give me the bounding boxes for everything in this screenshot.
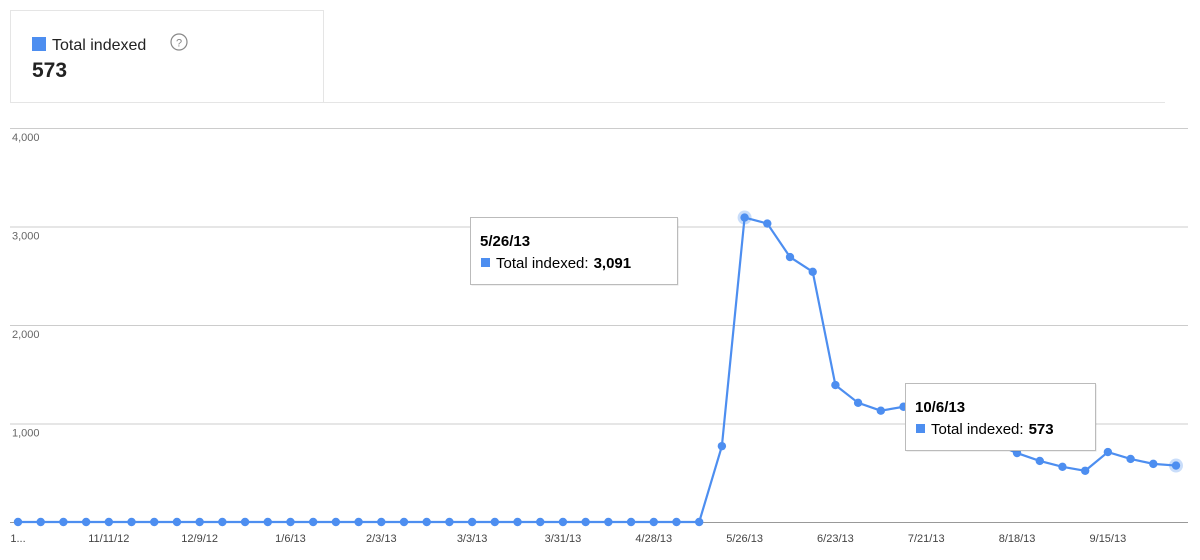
x-tick-label: 1/6/13 xyxy=(275,533,306,545)
data-point xyxy=(1103,447,1113,457)
data-point xyxy=(195,517,204,527)
data-point xyxy=(763,219,772,228)
data-point xyxy=(831,380,840,390)
tooltip: 5/26/13 Total indexed: 3,091 xyxy=(470,217,679,286)
tooltip-box xyxy=(470,217,678,285)
tooltip-label: Total indexed: xyxy=(931,421,1024,438)
data-point xyxy=(1058,462,1067,472)
data-point xyxy=(399,517,409,527)
legend-label: Total indexed xyxy=(52,37,146,54)
y-tick-label: 4,000 xyxy=(12,132,40,144)
data-point xyxy=(331,517,341,527)
data-point xyxy=(740,213,749,222)
data-point xyxy=(377,517,386,527)
summary-value: 573 xyxy=(32,59,67,82)
x-tick-label: 5/26/13 xyxy=(726,533,763,545)
tooltip-swatch xyxy=(916,424,925,433)
data-point xyxy=(422,517,431,527)
tooltip-value: 3,091 xyxy=(594,255,632,272)
x-tick-label: 12/9/12 xyxy=(181,533,218,545)
data-point xyxy=(127,517,136,527)
data-point xyxy=(263,517,272,527)
y-tick-label: 2,000 xyxy=(12,329,40,341)
x-tick-label: 1... xyxy=(10,533,25,545)
data-point xyxy=(853,398,863,408)
data-point xyxy=(1149,459,1158,469)
x-tick-label: 2/3/13 xyxy=(366,533,397,545)
data-point xyxy=(13,517,23,527)
data-point xyxy=(785,252,795,262)
x-tick-label: 7/21/13 xyxy=(908,533,945,545)
data-point xyxy=(513,517,522,527)
data-point xyxy=(354,517,363,527)
data-point xyxy=(172,517,182,527)
tooltip-date: 10/6/13 xyxy=(915,399,965,416)
data-point xyxy=(694,517,704,527)
data-point xyxy=(445,517,454,527)
x-tick-label: 8/18/13 xyxy=(999,533,1036,545)
data-point xyxy=(604,517,613,527)
tooltip-swatch xyxy=(481,258,490,267)
summary-box xyxy=(10,10,324,103)
data-point xyxy=(36,517,45,527)
data-point xyxy=(1126,454,1135,464)
data-point xyxy=(717,441,727,451)
tooltip-label: Total indexed: xyxy=(496,255,589,272)
x-tick-label: 4/28/13 xyxy=(635,533,672,545)
x-tick-label: 9/15/13 xyxy=(1090,533,1127,545)
svg-text:?: ? xyxy=(176,38,182,50)
data-point xyxy=(1080,466,1090,475)
tooltip-line: Total indexed: 3,091 xyxy=(496,255,631,272)
data-point xyxy=(672,517,681,527)
tooltip-box xyxy=(905,383,1096,451)
data-point xyxy=(581,517,590,527)
y-tick-label: 3,000 xyxy=(12,231,40,243)
help-icon[interactable]: ? xyxy=(170,33,188,51)
data-point xyxy=(104,517,114,527)
tooltip: 10/6/13 Total indexed: 573 xyxy=(905,383,1097,452)
data-point xyxy=(808,267,817,277)
tooltip-value: 573 xyxy=(1029,421,1054,438)
data-point xyxy=(286,517,295,527)
data-point xyxy=(218,517,227,527)
data-point xyxy=(1171,461,1181,470)
data-point xyxy=(649,517,658,527)
data-point xyxy=(490,517,500,527)
tooltip-line: Total indexed: 573 xyxy=(931,421,1054,438)
data-point xyxy=(150,517,159,527)
data-point xyxy=(59,517,68,527)
x-tick-label: 3/3/13 xyxy=(457,533,488,545)
tooltip-date: 5/26/13 xyxy=(480,233,530,250)
data-point xyxy=(1035,456,1044,466)
data-point xyxy=(467,517,477,527)
data-point xyxy=(876,406,886,415)
x-tick-label: 11/11/12 xyxy=(88,533,129,545)
data-point xyxy=(626,517,636,527)
y-tick-label: 1,000 xyxy=(12,428,40,440)
x-tick-label: 3/31/13 xyxy=(545,533,582,545)
data-point xyxy=(308,517,318,527)
x-tick-label: 6/23/13 xyxy=(817,533,854,545)
data-point xyxy=(81,517,91,527)
data-point xyxy=(536,517,545,527)
legend-swatch xyxy=(32,37,46,51)
data-point xyxy=(558,517,568,527)
data-point xyxy=(240,517,250,527)
